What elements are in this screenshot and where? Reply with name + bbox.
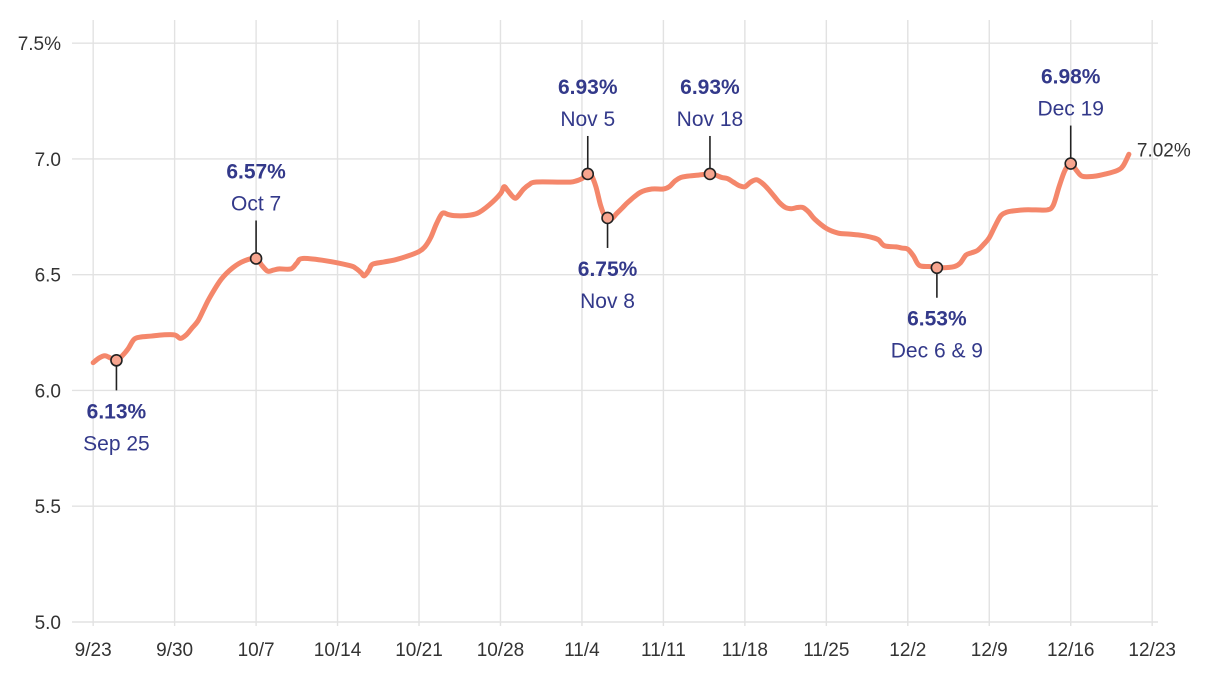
annotation-marker (930, 261, 944, 275)
x-tick-label: 9/23 (75, 640, 112, 661)
annotation-value-label: 6.53% (907, 308, 967, 331)
axis-labels: 9/23 9/30 10/7 10/14 10/21 10/28 11/4 11/11 11/1… (18, 34, 1176, 661)
x-tick-label: 11/4 (564, 640, 600, 661)
y-tick-label: 5.0 (35, 613, 61, 634)
annotations: 6.13% Sep 25 6.57% Oct 7 6.93% Nov 5 6.75% Nov … (83, 66, 1191, 456)
annotation-value-label: 6.75% (578, 258, 638, 281)
gridlines (72, 20, 1158, 626)
x-tick-label: 11/25 (803, 640, 849, 661)
annotation-date-label: Nov 8 (580, 290, 635, 313)
x-tick-label: 12/16 (1047, 640, 1095, 661)
y-tick-label: 7.5% (18, 34, 61, 55)
x-tick-label: 12/2 (889, 640, 926, 661)
x-tick-label: 10/21 (395, 640, 443, 661)
annotation-date-label: Nov 5 (560, 108, 615, 131)
y-tick-label: 6.0 (35, 381, 61, 402)
x-tick-label: 10/28 (477, 640, 525, 661)
annotation-date-label: Dec 19 (1037, 98, 1104, 121)
annotation-date-label: Oct 7 (231, 192, 281, 215)
x-tick-label: 12/23 (1128, 640, 1176, 661)
x-tick-label: 10/14 (314, 640, 362, 661)
annotation-marker (1064, 157, 1078, 170)
series-line-mortgage-rate (90, 151, 1132, 366)
annotation-value-label: 6.93% (558, 76, 618, 99)
end-value-label: 7.02% (1137, 140, 1191, 161)
x-tick-label: 10/7 (238, 640, 275, 661)
annotation-value-label: 6.57% (226, 160, 286, 183)
annotation-marker (249, 252, 263, 265)
annotation-date-label: Dec 6 & 9 (891, 340, 983, 363)
x-tick-label: 11/11 (641, 640, 686, 661)
series-lines (90, 151, 1132, 366)
y-tick-label: 6.5 (35, 266, 61, 287)
annotation-marker (601, 211, 614, 225)
annotation-marker (581, 167, 595, 181)
annotation-date-label: Sep 25 (83, 432, 150, 455)
y-tick-label: 5.5 (35, 497, 61, 518)
x-tick-label: 11/18 (722, 640, 768, 661)
annotation-value-label: 6.13% (87, 400, 147, 423)
annotation-marker (110, 354, 123, 367)
annotation-value-label: 6.93% (680, 76, 740, 99)
x-tick-label: 9/30 (156, 640, 193, 661)
x-tick-label: 12/9 (971, 640, 1008, 661)
annotation-marker (703, 167, 717, 181)
y-tick-label: 7.0 (35, 150, 61, 171)
annotation-value-label: 6.98% (1041, 66, 1101, 89)
annotation-date-label: Nov 18 (677, 108, 744, 131)
